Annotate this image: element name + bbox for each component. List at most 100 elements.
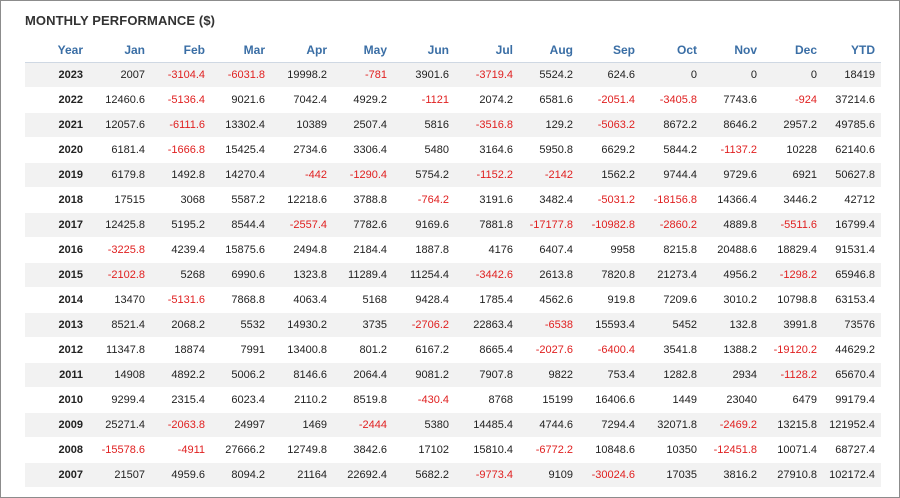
ytd-cell: 73576	[823, 312, 881, 338]
column-header-feb: Feb	[151, 37, 211, 63]
month-value-cell: 1388.2	[703, 337, 763, 363]
year-cell: 2012	[25, 337, 91, 363]
month-value-cell: 3816.2	[703, 462, 763, 488]
month-value-cell: 2934	[703, 362, 763, 388]
month-value-cell: 22692.4	[333, 462, 393, 488]
month-value-cell: 4562.6	[519, 287, 579, 313]
table-row: 2007 21507 4959.6 8094.2 21164 22692.4 5682.2-…	[25, 462, 881, 488]
month-value-cell: 8672.2	[641, 112, 703, 138]
ytd-cell: 49785.6	[823, 112, 881, 138]
table-row: 2008 -15578.6 -4911 27666.2 12749.8 3842.6 171…	[25, 437, 881, 463]
month-value-cell: -2027.6	[519, 337, 579, 363]
performance-table: Year Jan Feb Mar Apr May Jun Jul Aug Sep Oct Nov Dec…	[25, 37, 881, 488]
month-value-cell: -5031.2	[579, 187, 641, 213]
month-value-cell: -5136.4	[151, 87, 211, 113]
table-row: 2022 12460.6 -5136.4 9021.6 7042.4 4929.2 -112…	[25, 87, 881, 113]
month-value-cell: 5816	[393, 112, 455, 138]
month-value-cell: 25271.4	[91, 412, 151, 438]
ytd-cell: 50627.8	[823, 162, 881, 188]
year-cell: 2013	[25, 312, 91, 338]
year-cell: 2023	[25, 62, 91, 88]
month-value-cell: 12749.8	[271, 437, 333, 463]
month-value-cell: 17102	[393, 437, 455, 463]
month-value-cell: 9081.2	[393, 362, 455, 388]
month-value-cell: 3482.4	[519, 187, 579, 213]
ytd-cell: 63153.4	[823, 287, 881, 313]
month-value-cell: 2315.4	[151, 387, 211, 413]
month-value-cell: 18874	[151, 337, 211, 363]
table-row: 2012 11347.8 18874 7991 13400.8 801.2 6167.2 86…	[25, 337, 881, 363]
month-value-cell: 624.6	[579, 62, 641, 88]
month-value-cell: 18829.4	[763, 237, 823, 263]
table-row: 2009 25271.4 -2063.8 24997 1469 -2444 5380 1448…	[25, 412, 881, 438]
month-value-cell: 6181.4	[91, 137, 151, 163]
month-value-cell: -2860.2	[641, 212, 703, 238]
month-value-cell: 5682.2	[393, 462, 455, 488]
month-value-cell: 10389	[271, 112, 333, 138]
month-value-cell: 9428.4	[393, 287, 455, 313]
month-value-cell: 5480	[393, 137, 455, 163]
month-value-cell: 4889.8	[703, 212, 763, 238]
table-row: 2010 9299.4 2315.4 6023.4 2110.2 8519.8 -430.4…	[25, 387, 881, 413]
month-value-cell: 9299.4	[91, 387, 151, 413]
table-row: 2015 -2102.8 5268 6990.6 1323.8 11289.4 11254.…	[25, 262, 881, 288]
month-value-cell: 8646.2	[703, 112, 763, 138]
column-header-oct: Oct	[641, 37, 703, 63]
year-cell: 2018	[25, 187, 91, 213]
month-value-cell: 9109	[519, 462, 579, 488]
month-value-cell: 32071.8	[641, 412, 703, 438]
month-value-cell: 5754.2	[393, 162, 455, 188]
month-value-cell: 14908	[91, 362, 151, 388]
month-value-cell: 21507	[91, 462, 151, 488]
year-cell: 2008	[25, 437, 91, 463]
month-value-cell: 15593.4	[579, 312, 641, 338]
column-header-aug: Aug	[519, 37, 579, 63]
month-value-cell: -3225.8	[91, 237, 151, 263]
month-value-cell: -9773.4	[455, 462, 519, 488]
month-value-cell: 8768	[455, 387, 519, 413]
month-value-cell: 16406.6	[579, 387, 641, 413]
month-value-cell: 5195.2	[151, 212, 211, 238]
ytd-cell: 44629.2	[823, 337, 881, 363]
ytd-cell: 68727.4	[823, 437, 881, 463]
month-value-cell: 12218.6	[271, 187, 333, 213]
month-value-cell: 3901.6	[393, 62, 455, 88]
month-value-cell: 801.2	[333, 337, 393, 363]
month-value-cell: 10228	[763, 137, 823, 163]
column-header-jan: Jan	[91, 37, 151, 63]
month-value-cell: -3405.8	[641, 87, 703, 113]
month-value-cell: 6407.4	[519, 237, 579, 263]
month-value-cell: 1562.2	[579, 162, 641, 188]
column-header-jul: Jul	[455, 37, 519, 63]
month-value-cell: 7820.8	[579, 262, 641, 288]
year-cell: 2016	[25, 237, 91, 263]
month-value-cell: 6921	[763, 162, 823, 188]
month-value-cell: 2184.4	[333, 237, 393, 263]
column-header-may: May	[333, 37, 393, 63]
month-value-cell: -19120.2	[763, 337, 823, 363]
column-header-nov: Nov	[703, 37, 763, 63]
month-value-cell: 2957.2	[763, 112, 823, 138]
column-header-apr: Apr	[271, 37, 333, 63]
month-value-cell: 9729.6	[703, 162, 763, 188]
month-value-cell: 9021.6	[211, 87, 271, 113]
table-row: 2014 13470 -5131.6 7868.8 4063.4 5168 9428.4 17…	[25, 287, 881, 313]
month-value-cell: 10798.8	[763, 287, 823, 313]
month-value-cell: 2734.6	[271, 137, 333, 163]
month-value-cell: 1323.8	[271, 262, 333, 288]
month-value-cell: 4063.4	[271, 287, 333, 313]
month-value-cell: -6400.4	[579, 337, 641, 363]
month-value-cell: 10350	[641, 437, 703, 463]
month-value-cell: 7743.6	[703, 87, 763, 113]
month-value-cell: 12057.6	[91, 112, 151, 138]
month-value-cell: 4892.2	[151, 362, 211, 388]
month-value-cell: 3306.4	[333, 137, 393, 163]
month-value-cell: 6629.2	[579, 137, 641, 163]
ytd-cell: 42712	[823, 187, 881, 213]
month-value-cell: -3104.4	[151, 62, 211, 88]
month-value-cell: 13215.8	[763, 412, 823, 438]
month-value-cell: -781	[333, 62, 393, 88]
month-value-cell: -1666.8	[151, 137, 211, 163]
column-header-jun: Jun	[393, 37, 455, 63]
